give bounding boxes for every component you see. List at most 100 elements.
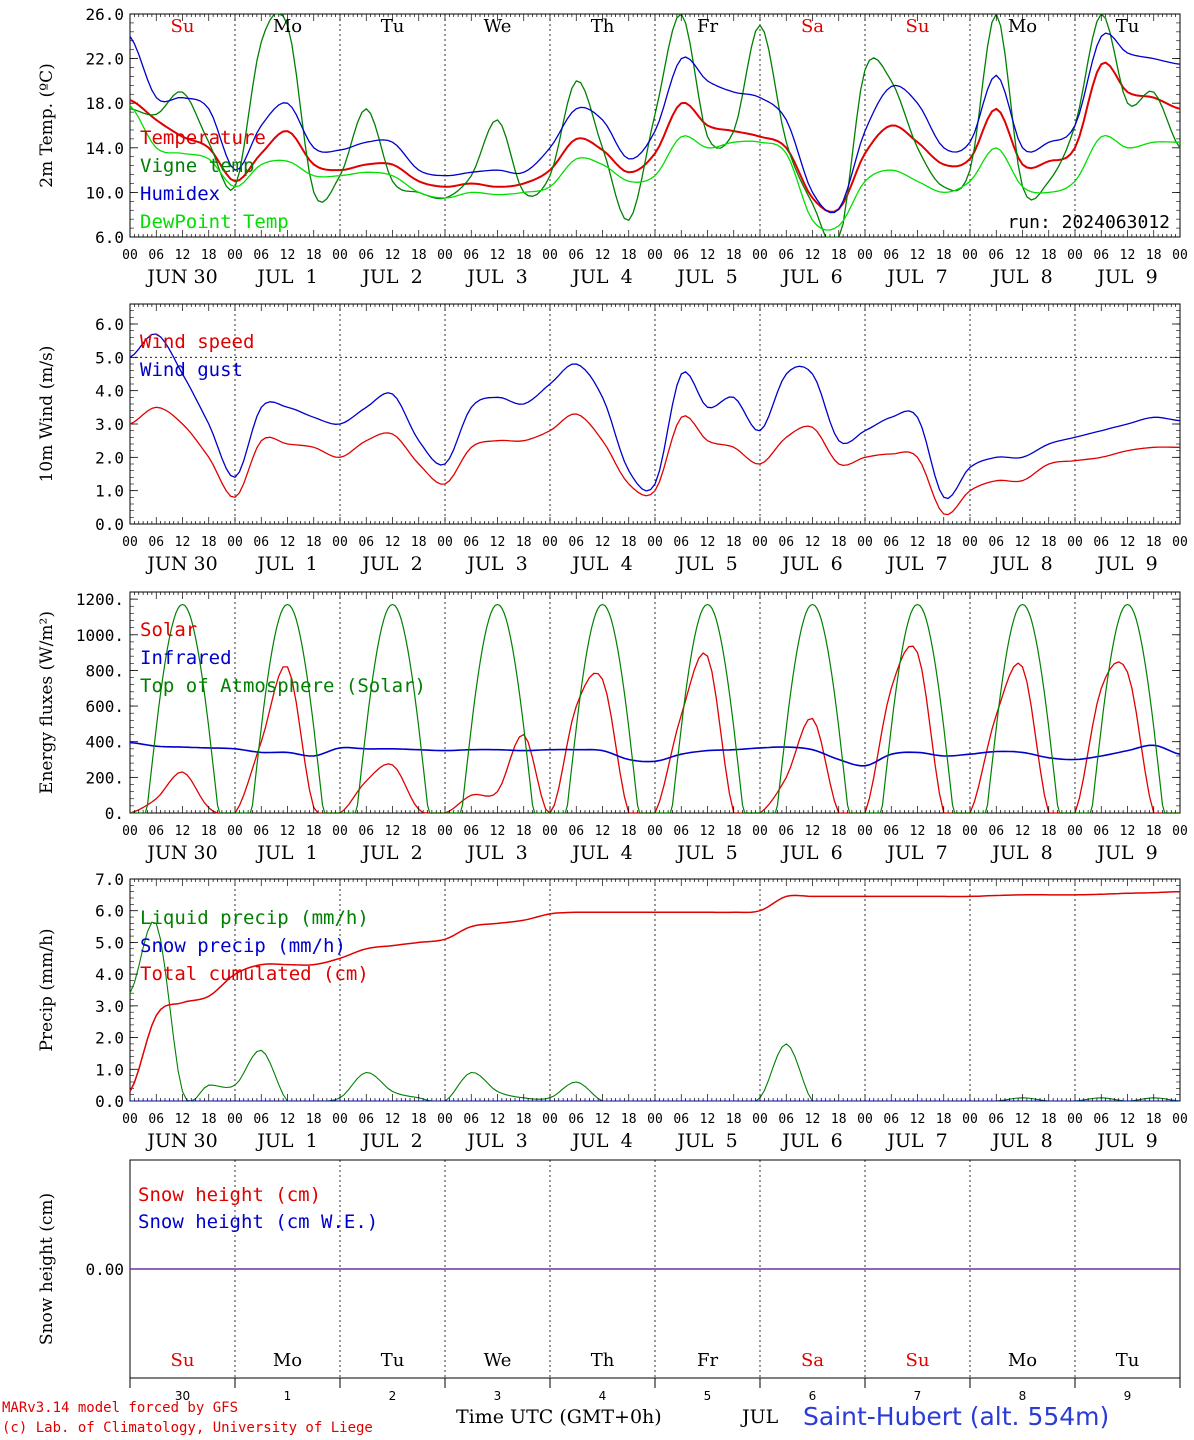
- hour-tick-label: 06: [883, 1112, 899, 1127]
- legend-vigne-temp: Vigne temp: [140, 155, 254, 177]
- hour-tick-label: 06: [253, 824, 269, 839]
- y-tick-label: 6.0: [95, 228, 124, 247]
- weekday-label: Tu: [381, 1350, 405, 1371]
- y-axis-label: Energy fluxes (W/m²): [37, 611, 57, 794]
- weekday-label: Tu: [1116, 1350, 1140, 1371]
- day-label: JUL 2: [360, 553, 422, 575]
- legend-snow-precip-mm-h: Snow precip (mm/h): [140, 935, 346, 957]
- hour-tick-label: 18: [831, 1112, 847, 1127]
- hour-tick-label: 00: [752, 1112, 768, 1127]
- hour-tick-label: 00: [857, 1112, 873, 1127]
- hour-tick-label: 06: [673, 535, 689, 550]
- bottom-day-number: 6: [809, 1389, 817, 1403]
- hour-tick-label: 18: [306, 535, 322, 550]
- hour-tick-label: 12: [385, 248, 401, 263]
- y-tick-label: 5.0: [95, 348, 124, 367]
- hour-tick-label: 18: [516, 824, 532, 839]
- weekday-label: Fr: [697, 1350, 718, 1371]
- hour-tick-label: 18: [1146, 248, 1162, 263]
- hour-tick-label: 12: [910, 248, 926, 263]
- weekday-label: Fr: [697, 16, 718, 37]
- hour-tick-label: 00: [647, 535, 663, 550]
- day-label: JUL 5: [675, 842, 737, 864]
- hour-tick-label: 12: [1015, 248, 1031, 263]
- bottom-day-number: 2: [389, 1389, 397, 1403]
- hour-tick-label: 06: [568, 824, 584, 839]
- hour-tick-label: 18: [516, 1112, 532, 1127]
- hour-tick-label: 12: [700, 535, 716, 550]
- day-label: JUL 1: [255, 842, 317, 864]
- hour-tick-label: 00: [1067, 1112, 1083, 1127]
- y-tick-label: 6.0: [95, 902, 124, 921]
- day-label: JUL 7: [885, 266, 947, 288]
- y-tick-label: 1.0: [95, 1060, 124, 1079]
- credit-line-1: MARv3.14 model forced by GFS: [2, 1400, 239, 1416]
- hour-tick-label: 18: [1146, 1112, 1162, 1127]
- hour-tick-label: 06: [1093, 248, 1109, 263]
- hour-tick-label: 18: [621, 824, 637, 839]
- hour-tick-label: 00: [752, 824, 768, 839]
- hour-tick-label: 18: [201, 1112, 217, 1127]
- legend-snow-height-cm-w-e: Snow height (cm W.E.): [138, 1211, 378, 1233]
- day-label: JUL 1: [255, 1130, 317, 1152]
- day-label: JUL 2: [360, 1130, 422, 1152]
- hour-tick-label: 00: [752, 248, 768, 263]
- hour-tick-label: 06: [883, 535, 899, 550]
- hour-tick-label: 12: [1015, 1112, 1031, 1127]
- day-label: JUL 8: [990, 842, 1052, 864]
- day-label: JUL 6: [780, 1130, 842, 1152]
- credit-line-2: (c) Lab. of Climatology, University of L…: [2, 1420, 373, 1436]
- hour-tick-label: 06: [1093, 1112, 1109, 1127]
- y-tick-label: 1200.: [76, 590, 124, 609]
- hour-tick-label: 00: [332, 824, 348, 839]
- hour-tick-label: 06: [778, 535, 794, 550]
- day-label: JUL 3: [465, 842, 527, 864]
- hour-tick-label: 12: [175, 248, 191, 263]
- hour-tick-label: 18: [306, 248, 322, 263]
- hour-tick-label: 12: [805, 535, 821, 550]
- hour-tick-label: 06: [463, 535, 479, 550]
- hour-tick-label: 18: [1146, 535, 1162, 550]
- hour-tick-label: 18: [201, 535, 217, 550]
- day-label: JUN 30: [145, 553, 217, 575]
- day-label: JUL 2: [360, 842, 422, 864]
- hour-tick-label: 06: [673, 824, 689, 839]
- hour-tick-label: 12: [805, 824, 821, 839]
- bottom-day-number: 7: [914, 1389, 922, 1403]
- day-label: JUL 9: [1095, 266, 1157, 288]
- weekday-label: Mo: [1008, 16, 1037, 37]
- weekday-label: Tu: [1116, 16, 1140, 37]
- hour-tick-label: 12: [490, 1112, 506, 1127]
- hour-tick-label: 18: [726, 535, 742, 550]
- hour-tick-label: 06: [253, 248, 269, 263]
- bottom-day-number: 9: [1124, 1389, 1132, 1403]
- hour-tick-label: 12: [1015, 824, 1031, 839]
- hour-tick-label: 18: [726, 248, 742, 263]
- series-dewpoint-temp: [129, 104, 1180, 231]
- hour-tick-label: 06: [1093, 535, 1109, 550]
- panel-temp: 6.0 10.0 14.0 18.0 22.0 26.0 2m Temp. (ºC) Temp…: [37, 5, 1188, 288]
- day-label: JUL 2: [360, 266, 422, 288]
- hour-tick-label: 00: [647, 248, 663, 263]
- hour-tick-label: 12: [1015, 535, 1031, 550]
- hour-tick-label: 06: [253, 535, 269, 550]
- day-label: JUN 30: [145, 266, 217, 288]
- weekday-label: We: [484, 1350, 512, 1371]
- y-tick-label: 7.0: [95, 870, 124, 889]
- legend-solar: Solar: [140, 619, 197, 641]
- run-label: run: 2024063012: [1007, 212, 1170, 233]
- weekday-label: Th: [591, 16, 615, 37]
- hour-tick-label: 00: [1172, 1112, 1188, 1127]
- hour-tick-label: 12: [1120, 248, 1136, 263]
- y-tick-label: 6.0: [95, 315, 124, 334]
- hour-tick-label: 06: [988, 248, 1004, 263]
- series-vigne-temp: [129, 13, 1181, 238]
- hour-tick-label: 18: [1041, 1112, 1057, 1127]
- y-tick-label: 22.0: [85, 50, 124, 69]
- hour-tick-label: 00: [962, 1112, 978, 1127]
- legend-total-cumulated-cm: Total cumulated (cm): [140, 963, 369, 985]
- hour-tick-label: 00: [122, 248, 138, 263]
- hour-tick-label: 00: [542, 535, 558, 550]
- hour-tick-label: 12: [490, 248, 506, 263]
- series-wind-gust: [129, 333, 1181, 500]
